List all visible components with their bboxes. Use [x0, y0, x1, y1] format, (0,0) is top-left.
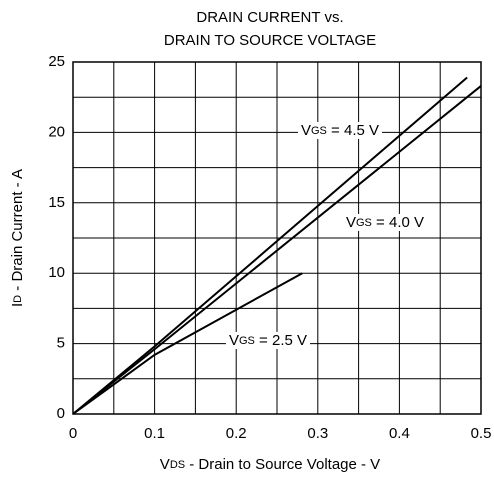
x-tick-label: 0.1	[144, 425, 165, 442]
chart-title: DRAIN TO SOURCE VOLTAGE	[164, 32, 376, 49]
x-tick-label: 0.3	[307, 425, 328, 442]
label-background	[297, 121, 383, 139]
x-tick-label: 0	[69, 425, 77, 442]
series-line	[72, 272, 303, 415]
chart-title: DRAIN CURRENT vs.	[196, 9, 343, 26]
y-tick-label: 15	[48, 194, 65, 211]
series-label: VGS = 2.5 V	[229, 332, 307, 349]
series-label: VGS = 4.5 V	[301, 122, 379, 139]
y-tick-label: 10	[48, 264, 65, 281]
label-background	[225, 331, 311, 349]
series-line	[72, 85, 482, 415]
x-tick-label: 0.2	[226, 425, 247, 442]
y-tick-label: 25	[48, 53, 65, 70]
series-label: VGS = 4.0 V	[346, 214, 424, 231]
series-line	[72, 76, 468, 415]
x-tick-label: 0.4	[389, 425, 410, 442]
x-tick-label: 0.5	[471, 425, 492, 442]
label-background	[342, 213, 428, 231]
y-tick-label: 0	[57, 405, 65, 422]
y-tick-label: 5	[57, 335, 65, 352]
x-axis-label: VDS - Drain to Source Voltage - V	[160, 456, 380, 473]
y-axis-label: ID - Drain Current - A	[9, 169, 26, 307]
plot-frame	[72, 61, 482, 415]
y-tick-label: 20	[48, 123, 65, 140]
